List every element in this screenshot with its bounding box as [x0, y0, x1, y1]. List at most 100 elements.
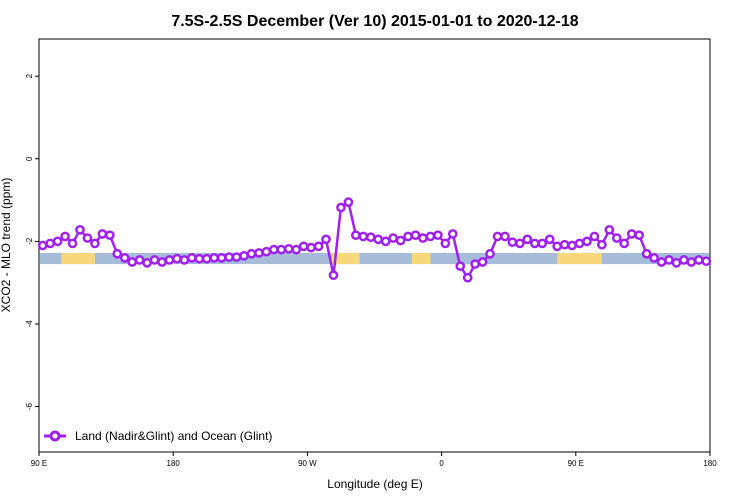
data-point: [582, 236, 592, 247]
data-point: [321, 234, 331, 245]
data-point: [231, 252, 242, 262]
data-point: [619, 238, 630, 249]
data-point: [597, 239, 607, 250]
data-point: [567, 240, 577, 251]
data-point: [134, 255, 145, 265]
data-point: [186, 253, 197, 263]
data-point: [649, 253, 659, 263]
data-point: [119, 253, 130, 263]
data-point: [358, 231, 369, 242]
x-tick-label: 180: [703, 459, 717, 468]
data-point: [425, 231, 436, 242]
data-point: [462, 272, 473, 283]
data-point: [544, 234, 555, 245]
data-point: [261, 246, 272, 257]
data-point: [313, 241, 324, 252]
data-point: [611, 233, 622, 243]
data-point: [82, 233, 93, 243]
y-tick-label: -2: [25, 237, 34, 245]
legend-label: Land (Nadir&Glint) and Ocean (Glint): [75, 429, 272, 443]
data-point: [671, 257, 682, 268]
data-point: [291, 244, 302, 255]
data-point: [298, 241, 309, 252]
data-point: [104, 230, 115, 241]
data-point: [149, 255, 160, 265]
data-point: [201, 253, 212, 264]
data-point: [515, 238, 525, 249]
data-point: [537, 238, 548, 249]
y-tick-label: 2: [25, 73, 34, 78]
data-point: [97, 229, 108, 239]
data-point: [529, 238, 540, 249]
data-point: [269, 244, 279, 255]
legend-marker-icon: [49, 430, 61, 442]
chart-title: 7.5S-2.5S December (Ver 10) 2015-01-01 t…: [171, 13, 578, 30]
y-axis-label: XCO2 - MLO trend (ppm): [0, 178, 13, 313]
data-point: [216, 253, 227, 263]
data-point: [701, 256, 712, 267]
land-band-3: [557, 252, 602, 265]
data-point: [283, 243, 294, 254]
data-point: [418, 233, 428, 243]
data-point: [626, 229, 637, 239]
data-point: [67, 238, 78, 249]
data-point: [552, 241, 563, 252]
data-point: [194, 253, 205, 264]
data-point: [500, 231, 510, 242]
y-tick-label: -4: [25, 320, 34, 328]
x-tick-label: 90 E: [31, 459, 47, 468]
data-point: [380, 236, 391, 247]
data-point: [656, 257, 667, 267]
x-axis: 90 E 180 90 W 0 90 E 180: [31, 452, 717, 468]
data-point: [433, 230, 443, 241]
data-point: [209, 253, 220, 263]
ocean-band: [40, 252, 709, 265]
data-point: [246, 248, 257, 259]
data-point: [157, 257, 167, 267]
legend: Land (Nadir&Glint) and Ocean (Glint): [44, 429, 272, 443]
data-point: [447, 229, 458, 239]
data-point: [224, 252, 234, 262]
land-band-0: [61, 252, 95, 265]
data-point: [559, 239, 570, 250]
data-point: [52, 236, 63, 247]
data-point: [60, 231, 70, 242]
plot-frame: [38, 38, 711, 453]
data-point: [693, 255, 704, 265]
x-tick-label: 180: [167, 459, 181, 468]
x-axis-label: Longitude (deg E): [327, 477, 422, 491]
data-point: [507, 237, 518, 248]
data-point: [254, 248, 264, 258]
data-point: [306, 242, 316, 253]
data-point: [90, 238, 100, 249]
x-tick-label: 90 E: [568, 459, 584, 468]
data-point: [477, 257, 488, 267]
y-tick-label: -6: [25, 402, 34, 410]
data-point: [343, 197, 354, 207]
data-point: [589, 231, 600, 242]
data-point: [336, 202, 346, 213]
data-point: [492, 231, 503, 242]
data-point: [164, 255, 175, 265]
data-point: [351, 230, 361, 241]
y-axis: 2 0 -2 -4 -6: [25, 73, 39, 410]
data-point: [45, 238, 56, 249]
data-point: [574, 238, 585, 249]
data-point: [373, 234, 384, 245]
data-point: [664, 255, 674, 265]
land-band-2: [411, 252, 431, 265]
data-point: [127, 257, 138, 267]
x-tick-label: 0: [439, 459, 444, 468]
land-band-1: [331, 252, 360, 265]
data-point: [112, 248, 123, 259]
data-point: [679, 255, 689, 265]
data-point: [403, 231, 413, 242]
data-point: [686, 257, 697, 267]
data-point: [410, 230, 421, 241]
data-point: [75, 224, 85, 235]
data-point: [634, 230, 645, 241]
data-point: [365, 232, 376, 243]
data-point: [522, 234, 533, 245]
data-point: [276, 244, 287, 255]
